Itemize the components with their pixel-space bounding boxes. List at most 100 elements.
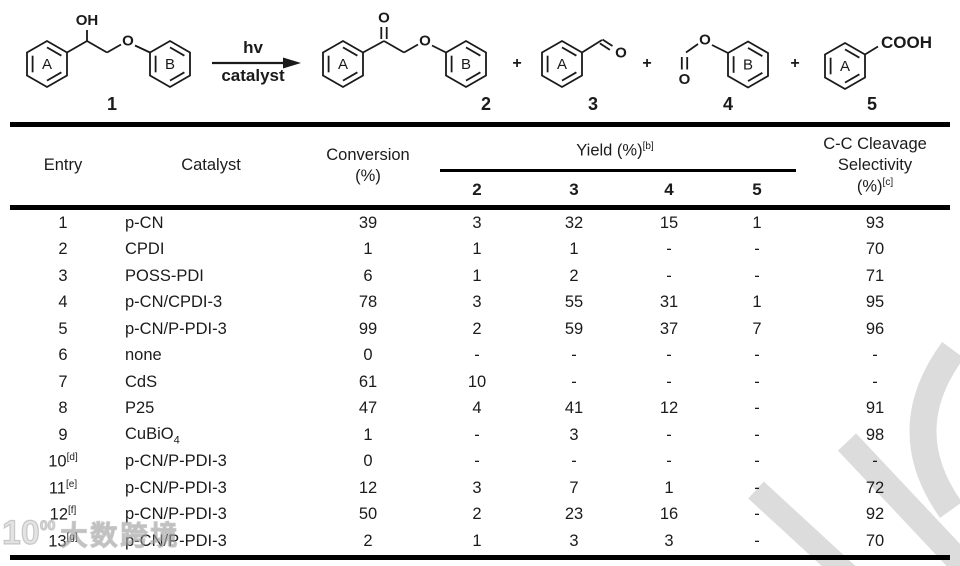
header-selectivity-pct: (%) [856, 177, 883, 196]
cell-y5: - [754, 266, 760, 285]
cell-y2: 3 [472, 213, 482, 232]
cell-entry: 6 [58, 346, 68, 365]
cell-conversion: 39 [358, 213, 378, 232]
table-bottom-rule [10, 554, 950, 560]
cell-y3: 32 [564, 213, 584, 232]
compound-2-label: 2 [481, 94, 491, 114]
cell-entry: 13[g] [48, 531, 78, 551]
table-row: 5 p-CN/P-PDI-3 99 2 59 37 7 96 [10, 316, 950, 343]
header-yield-label: Yield (%)[b] [576, 140, 653, 162]
header-entry: Entry [43, 156, 83, 175]
table-row: 11[e] p-CN/P-PDI-3 12 3 7 1 - 72 [10, 475, 950, 502]
product-3-o-label: O [615, 45, 627, 62]
cell-catalyst: P25 [125, 399, 155, 418]
cell-conversion: 12 [358, 478, 378, 497]
cell-y5: 1 [752, 293, 762, 312]
header-yield-text: Yield (%) [576, 141, 643, 160]
cell-conversion: 1 [363, 240, 373, 259]
table-row: 4 p-CN/CPDI-3 78 3 55 31 1 95 [10, 290, 950, 317]
cell-y3: 41 [564, 399, 584, 418]
cell-y3: - [571, 346, 577, 365]
table-top-rule [10, 122, 950, 127]
cell-y4: 3 [664, 531, 674, 550]
cell-y3: 3 [569, 531, 579, 550]
cell-catalyst: p-CN/P-PDI-3 [125, 505, 227, 524]
reaction-arrow-icon [212, 57, 301, 69]
product-5-cooh-label: COOH [881, 33, 932, 52]
cell-y4: - [666, 240, 672, 259]
compound-4-label: 4 [723, 94, 733, 114]
cell-entry: 8 [58, 399, 68, 418]
compound-3-label: 3 [588, 94, 598, 114]
condition-hv: hv [243, 38, 263, 57]
substrate-ring-b: B [165, 56, 175, 73]
substrate-ring-a: A [42, 56, 52, 73]
table-row: 12[f] p-CN/P-PDI-3 50 2 23 16 - 92 [10, 502, 950, 529]
cell-y4: 1 [664, 478, 674, 497]
header-selectivity-line2: Selectivity [837, 156, 913, 175]
cell-catalyst: POSS-PDI [125, 266, 204, 285]
cell-entry: 11[e] [48, 478, 78, 498]
cell-entry: 12[f] [49, 505, 77, 524]
product-2-carbonyl-o: O [378, 10, 390, 27]
cell-y2: 1 [472, 240, 482, 259]
cell-y5: - [754, 399, 760, 418]
cell-y2: 2 [472, 505, 482, 524]
cell-y5: - [754, 425, 760, 444]
header-conversion-line1: Conversion [326, 145, 410, 164]
header-selectivity-sup: [c] [882, 177, 894, 189]
table-row: 6 none 0 - - - - - [10, 343, 950, 370]
cell-catalyst: p-CN/P-PDI-3 [125, 478, 227, 497]
compound-1-label: 1 [107, 94, 117, 114]
cell-y5: - [754, 452, 760, 471]
cell-entry: 2 [58, 240, 68, 259]
cell-catalyst: p-CN/P-PDI-3 [125, 319, 227, 338]
cell-y4: 12 [659, 399, 679, 418]
table-mid-rule [10, 205, 950, 210]
product-4-o-top: O [699, 32, 711, 49]
table-row: 7 CdS 61 10 - - - - [10, 369, 950, 396]
cell-y3: - [571, 452, 577, 471]
table-row: 3 POSS-PDI 6 1 2 - - 71 [10, 263, 950, 290]
plus-sign-2: + [642, 55, 651, 72]
cell-conversion: 6 [363, 266, 373, 285]
product-4-o-bottom: O [679, 71, 691, 88]
cell-entry: 9 [58, 425, 68, 444]
cell-entry: 7 [58, 372, 68, 391]
cell-selectivity: 71 [865, 266, 885, 285]
cell-y3: 2 [569, 266, 579, 285]
cell-y3: 7 [569, 478, 579, 497]
cell-y3: - [571, 372, 577, 391]
cell-y2: 1 [472, 531, 482, 550]
cell-selectivity: - [872, 452, 878, 471]
product-3-structure [541, 38, 613, 89]
cell-y4: - [666, 372, 672, 391]
cell-conversion: 50 [358, 505, 378, 524]
cell-y2: 4 [472, 399, 482, 418]
watermark-logo-sup: 00 [39, 517, 56, 533]
cell-entry: 10[d] [48, 452, 78, 471]
cell-y5: - [754, 531, 760, 550]
cell-y4: - [666, 425, 672, 444]
cell-selectivity: 70 [865, 240, 885, 259]
cell-y2: - [474, 425, 480, 444]
cell-y3: 59 [564, 319, 584, 338]
cell-selectivity: 95 [865, 293, 885, 312]
cell-selectivity: 93 [865, 213, 885, 232]
cell-conversion: 0 [363, 452, 373, 471]
cell-y3: 23 [564, 505, 584, 524]
cell-y5: 7 [752, 319, 762, 338]
substrate-structure [26, 30, 191, 89]
header-catalyst: Catalyst [181, 156, 241, 175]
header-yield-sup: [b] [642, 141, 654, 153]
product-2-ether-o: O [419, 33, 431, 50]
cell-selectivity: 72 [865, 478, 885, 497]
cell-conversion: 2 [363, 531, 373, 550]
header-yield-col-2: 2 [472, 179, 482, 199]
cell-y4: 16 [659, 505, 679, 524]
product-5-ring-a: A [840, 58, 850, 75]
product-3-ring-a: A [557, 56, 567, 73]
cell-y5: - [754, 240, 760, 259]
header-selectivity: C-C Cleavage Selectivity (%)[c] [800, 127, 950, 205]
cell-y4: 31 [659, 293, 679, 312]
